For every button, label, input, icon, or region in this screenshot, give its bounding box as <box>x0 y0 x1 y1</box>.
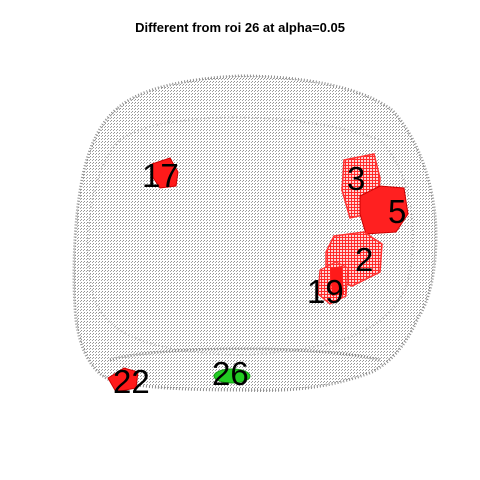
roi-label-17: 17 <box>142 157 179 194</box>
roi-blob-19 <box>317 261 349 305</box>
roi-blob-17 <box>151 157 179 189</box>
brain-outline <box>72 74 438 392</box>
roi-blob-22 <box>107 367 139 393</box>
roi-label-2: 2 <box>355 241 373 278</box>
roi-label-3: 3 <box>347 160 365 197</box>
roi-label-5: 5 <box>388 193 406 230</box>
roi-label-26: 26 <box>212 355 249 392</box>
plot-title: Different from roi 26 at alpha=0.05 <box>135 20 345 35</box>
roi-blob-5 <box>359 185 409 235</box>
roi-label-22: 22 <box>113 363 150 400</box>
roi-blob-26 <box>213 368 251 384</box>
roi-label-19: 19 <box>307 273 344 310</box>
